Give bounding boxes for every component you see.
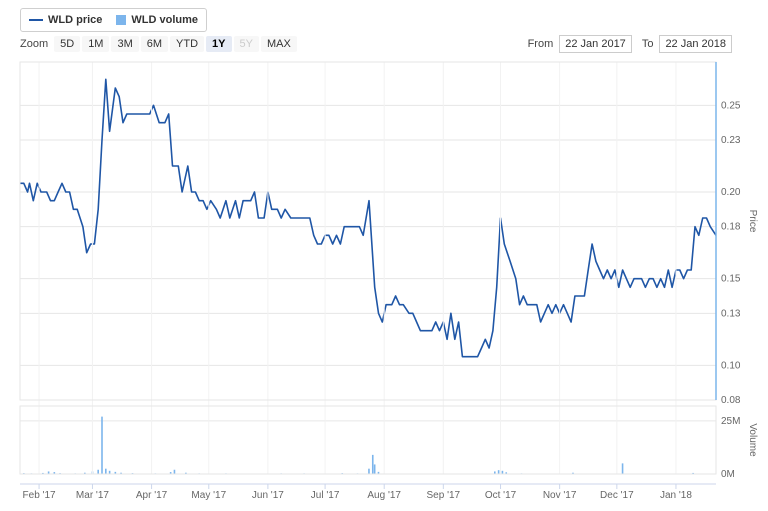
zoom-button-1m[interactable]: 1M xyxy=(82,36,110,52)
to-label: To xyxy=(641,38,654,50)
price-tick-label: 0.08 xyxy=(721,395,741,406)
volume-column[interactable] xyxy=(105,468,107,474)
zoom-toolbar: Zoom 5D 1M 3M 6M YTD 1Y 5Y MAX xyxy=(20,35,299,53)
x-tick-label: Mar '17 xyxy=(76,490,109,501)
from-label: From xyxy=(527,38,554,50)
x-tick-label: May '17 xyxy=(191,490,226,501)
legend-item-price[interactable]: WLD price xyxy=(29,14,102,26)
volume-column[interactable] xyxy=(114,471,117,474)
volume-column[interactable] xyxy=(368,468,370,474)
zoom-label: Zoom xyxy=(20,38,49,50)
zoom-button-1y[interactable]: 1Y xyxy=(206,36,232,52)
x-axis-ticks: Feb '17 Mar '17 Apr '17 May '17 Jun '17 Jul '… xyxy=(20,62,716,501)
price-series-line[interactable] xyxy=(20,78,717,358)
legend-volume-label: WLD volume xyxy=(131,14,199,26)
volume-column[interactable] xyxy=(42,472,44,474)
from-date-input[interactable]: 22 Jan 2017 xyxy=(559,35,632,53)
price-pane-frame xyxy=(19,61,717,401)
volume-column[interactable] xyxy=(501,470,504,474)
zoom-button-6m[interactable]: 6M xyxy=(140,36,169,52)
volume-column[interactable] xyxy=(169,472,172,474)
x-tick-label: Apr '17 xyxy=(136,490,168,501)
zoom-button-ytd[interactable]: YTD xyxy=(170,36,205,52)
volume-column[interactable] xyxy=(371,454,374,474)
volume-tick-label: 0M xyxy=(721,469,735,480)
price-gridlines xyxy=(20,104,716,401)
zoom-button-3m[interactable]: 3M xyxy=(111,36,139,52)
chart-legend: WLD price WLD volume xyxy=(20,8,208,32)
volume-column[interactable] xyxy=(505,472,508,474)
price-tick-label: 0.18 xyxy=(721,222,741,233)
legend-price-label: WLD price xyxy=(48,14,103,26)
volume-gridlines xyxy=(20,420,716,475)
volume-column[interactable] xyxy=(494,471,496,474)
price-axis-ticks: 0.08 0.10 0.13 0.15 0.18 0.20 0.23 0.25 xyxy=(721,100,741,406)
price-tick-label: 0.15 xyxy=(721,274,741,285)
price-tick-label: 0.25 xyxy=(721,100,741,111)
x-tick-label: Jan '18 xyxy=(660,490,692,501)
to-date-input[interactable]: 22 Jan 2018 xyxy=(659,35,732,53)
volume-column[interactable] xyxy=(97,469,99,474)
zoom-button-5y: 5Y xyxy=(233,36,259,52)
volume-column[interactable] xyxy=(692,472,694,474)
volume-column-swatch-icon xyxy=(116,15,127,25)
volume-column[interactable] xyxy=(47,471,50,474)
x-tick-label: Jun '17 xyxy=(252,490,284,501)
x-tick-label: Feb '17 xyxy=(23,490,56,501)
price-tick-label: 0.10 xyxy=(721,360,741,371)
zoom-button-max[interactable]: MAX xyxy=(260,36,297,52)
x-tick-label: Aug '17 xyxy=(367,490,401,501)
volume-column[interactable] xyxy=(173,469,176,474)
zoom-button-5d[interactable]: 5D xyxy=(54,36,81,52)
x-tick-label: Sep '17 xyxy=(427,490,461,501)
price-tick-label: 0.23 xyxy=(721,135,741,146)
volume-axis-title: Volume xyxy=(747,423,758,457)
price-tick-label: 0.20 xyxy=(721,187,741,198)
volume-column[interactable] xyxy=(373,464,376,474)
price-line-swatch-icon xyxy=(29,19,43,21)
volume-axis-ticks: 0M 25M xyxy=(721,416,740,480)
volume-column[interactable] xyxy=(572,472,574,474)
x-tick-label: Nov '17 xyxy=(543,490,577,501)
volume-column[interactable] xyxy=(101,416,103,474)
volume-column[interactable] xyxy=(84,472,86,474)
legend-item-volume[interactable]: WLD volume xyxy=(116,14,198,26)
volume-tick-label: 25M xyxy=(721,416,740,427)
volume-column[interactable] xyxy=(497,470,500,474)
volume-columns xyxy=(23,416,694,474)
date-range-selector: From 22 Jan 2017 To 22 Jan 2018 xyxy=(518,35,732,53)
x-tick-label: Dec '17 xyxy=(600,490,634,501)
volume-column[interactable] xyxy=(185,472,187,474)
volume-column[interactable] xyxy=(621,463,624,474)
x-tick-label: Oct '17 xyxy=(485,490,517,501)
volume-column[interactable] xyxy=(120,472,122,474)
volume-pane-frame xyxy=(19,405,717,475)
price-axis-title: Price xyxy=(747,210,758,233)
x-tick-label: Jul '17 xyxy=(311,490,340,501)
volume-column[interactable] xyxy=(108,470,111,474)
price-tick-label: 0.13 xyxy=(721,308,741,319)
volume-column[interactable] xyxy=(53,472,56,474)
volume-column[interactable] xyxy=(377,471,380,474)
